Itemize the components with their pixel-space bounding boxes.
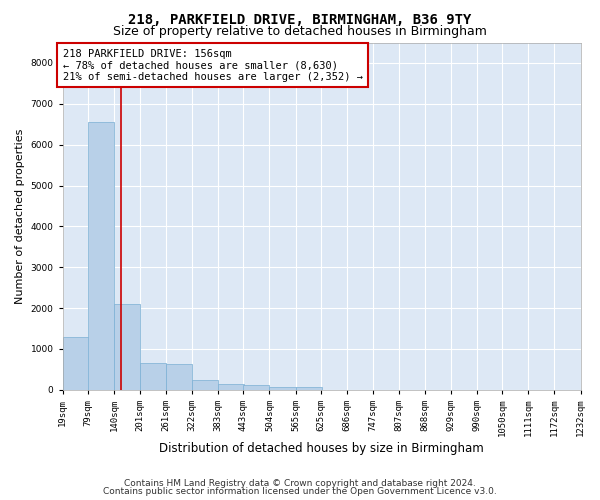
Text: 218, PARKFIELD DRIVE, BIRMINGHAM, B36 9TY: 218, PARKFIELD DRIVE, BIRMINGHAM, B36 9T… — [128, 12, 472, 26]
Bar — [166, 364, 192, 390]
Bar — [62, 336, 89, 390]
Bar — [244, 386, 269, 390]
X-axis label: Distribution of detached houses by size in Birmingham: Distribution of detached houses by size … — [159, 442, 484, 455]
Y-axis label: Number of detached properties: Number of detached properties — [15, 128, 25, 304]
Text: Contains public sector information licensed under the Open Government Licence v3: Contains public sector information licen… — [103, 487, 497, 496]
Bar — [192, 380, 218, 390]
Bar — [218, 384, 244, 390]
Text: Contains HM Land Registry data © Crown copyright and database right 2024.: Contains HM Land Registry data © Crown c… — [124, 478, 476, 488]
Bar — [296, 386, 322, 390]
Text: Size of property relative to detached houses in Birmingham: Size of property relative to detached ho… — [113, 25, 487, 38]
Bar — [114, 304, 140, 390]
Bar — [269, 386, 296, 390]
Text: 218 PARKFIELD DRIVE: 156sqm
← 78% of detached houses are smaller (8,630)
21% of : 218 PARKFIELD DRIVE: 156sqm ← 78% of det… — [62, 48, 362, 82]
Bar — [88, 122, 114, 390]
Bar — [140, 363, 166, 390]
